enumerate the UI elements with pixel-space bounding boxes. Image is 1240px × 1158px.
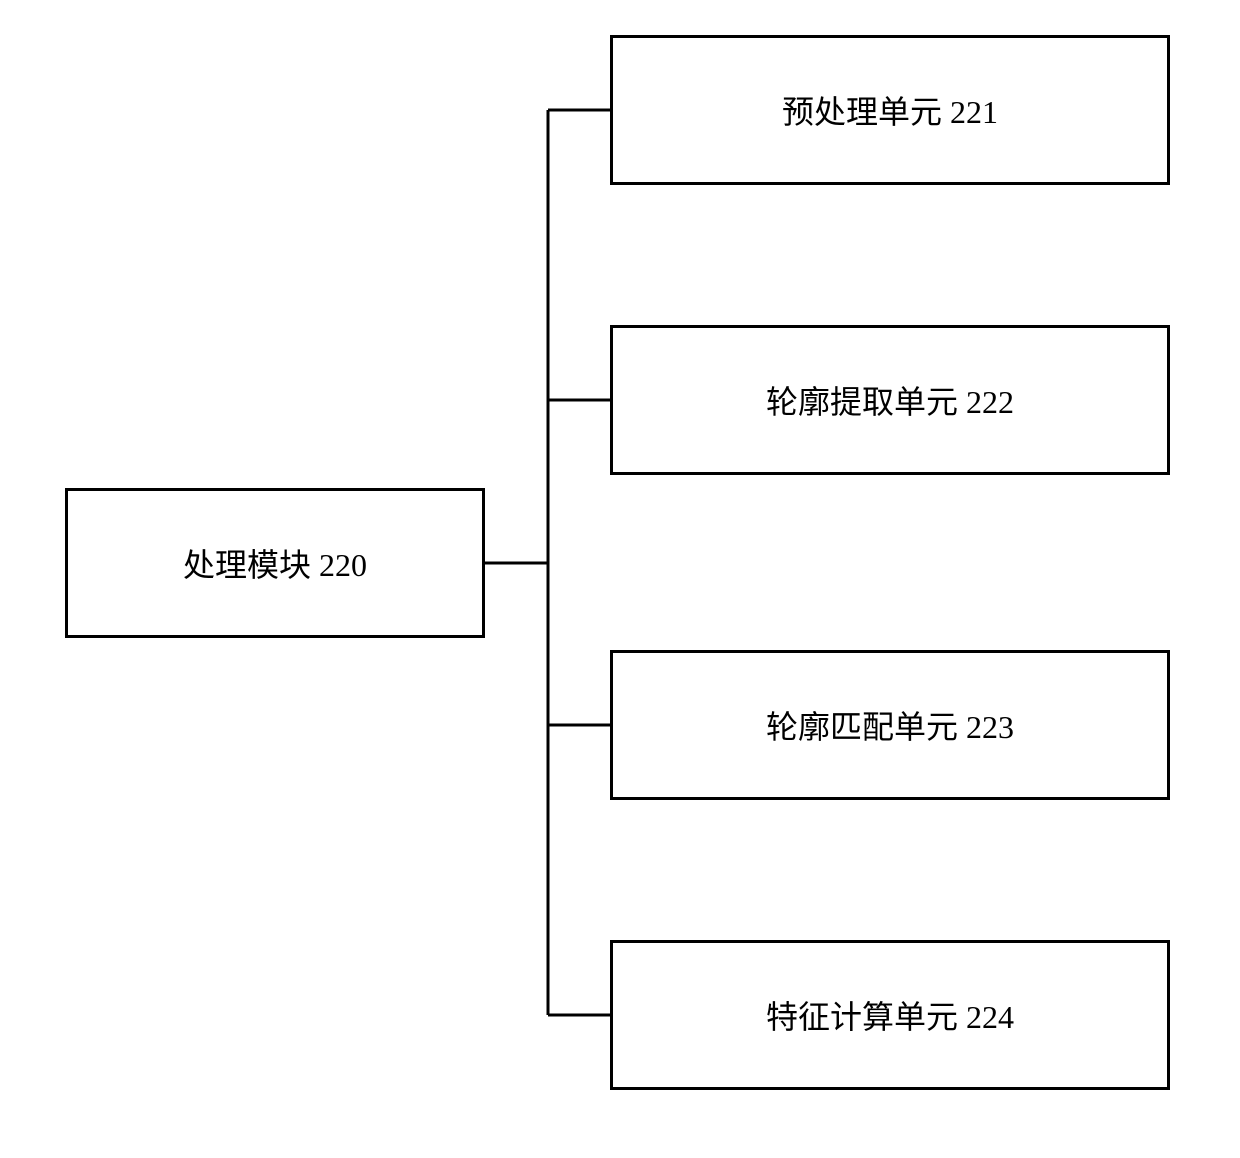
node-222: 轮廓提取单元 222 <box>610 325 1170 475</box>
node-223: 轮廓匹配单元 223 <box>610 650 1170 800</box>
node-221-label: 预处理单元 221 <box>782 87 998 133</box>
node-222-label: 轮廓提取单元 222 <box>766 377 1014 423</box>
node-224-label: 特征计算单元 224 <box>766 992 1014 1038</box>
node-223-label: 轮廓匹配单元 223 <box>766 702 1014 748</box>
node-root: 处理模块 220 <box>65 488 485 638</box>
node-root-label: 处理模块 220 <box>183 540 367 586</box>
node-221: 预处理单元 221 <box>610 35 1170 185</box>
node-224: 特征计算单元 224 <box>610 940 1170 1090</box>
